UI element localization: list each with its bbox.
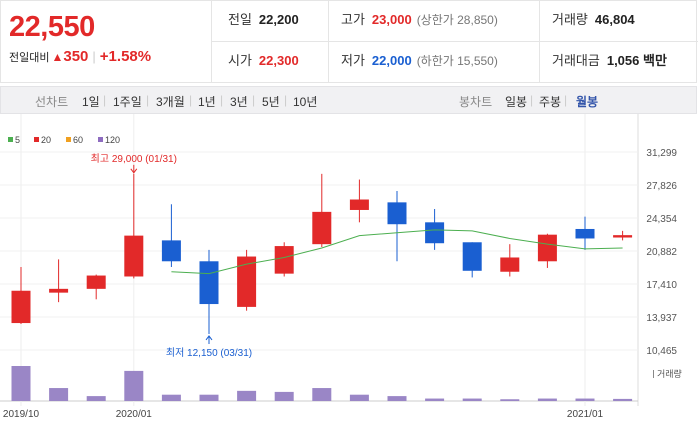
candle-body: [613, 235, 633, 238]
volume-bar: [161, 394, 181, 401]
volume: 거래량 46,804: [552, 12, 635, 27]
volume-bar: [349, 394, 369, 401]
legend-label: 60: [73, 135, 83, 145]
stock-chart: 31,299 27,826 24,354 20,882 17,410 13,937 10,4…: [0, 114, 682, 420]
volume-bar: [49, 388, 69, 401]
day-low: 저가 22,000 (하한가 15,550): [341, 53, 498, 68]
volume-bar: [237, 390, 257, 401]
volume-bar: [537, 398, 557, 401]
volume-bar: [199, 394, 219, 401]
y-tick-label: 13,937: [646, 313, 677, 324]
x-tick-label: 2020/01: [116, 409, 153, 420]
low-arrowhead-icon: [205, 335, 213, 341]
volume-bar: [500, 399, 520, 401]
legend-swatch: [34, 137, 39, 142]
volume-bar: [274, 391, 294, 401]
candle-body: [124, 235, 144, 277]
volume-bar: [312, 388, 332, 401]
candle-body: [237, 256, 257, 307]
y-tick-label: 17,410: [646, 280, 677, 291]
candle-body: [11, 290, 31, 324]
volume-legend-marker: [653, 370, 654, 378]
y-tick-label: 31,299: [646, 148, 677, 159]
y-tick-label: 27,826: [646, 181, 677, 192]
chart-toolbar: 선차트 1일 | 1주일 | 3개월 | 1년 | 3년 | 5년 | 10년 …: [0, 86, 697, 114]
candle-body: [49, 288, 69, 293]
volume-bar: [425, 398, 445, 401]
candle-monthly[interactable]: 월봉: [576, 95, 599, 109]
legend-swatch: [98, 137, 103, 142]
grid-divider: [211, 41, 698, 42]
candle-body: [86, 275, 106, 289]
volume-bar: [462, 398, 482, 401]
candle-body: [312, 211, 332, 245]
candle-chart-label: 봉차트: [459, 95, 493, 109]
volume-bar: [11, 366, 31, 401]
candle-weekly[interactable]: 주봉: [539, 95, 562, 109]
y-tick-label: 10,465: [646, 346, 677, 357]
volume-bar: [86, 396, 106, 401]
candle-body: [425, 222, 445, 244]
open-price: 시가 22,300: [228, 53, 299, 68]
change-percent: +1.58%: [99, 48, 152, 65]
period-1d[interactable]: 1일: [82, 95, 100, 109]
volume-bar: [124, 370, 144, 401]
period-1y[interactable]: 1년: [198, 95, 216, 109]
legend-label: 20: [41, 135, 51, 145]
candle-daily[interactable]: 일봉: [505, 95, 528, 109]
current-price: 22,550: [9, 11, 95, 43]
legend-swatch: [66, 137, 71, 142]
grid-divider: [328, 1, 329, 83]
divider: |: [92, 49, 96, 64]
candle-body: [274, 246, 294, 274]
candle-body: [537, 234, 557, 262]
x-tick-label: 2019/10: [3, 409, 40, 420]
candle-body: [575, 228, 595, 239]
y-tick-label: 24,354: [646, 214, 677, 225]
change-amount: 350: [63, 48, 89, 65]
y-tick-label: 20,882: [646, 247, 677, 258]
x-tick-label: 2021/01: [567, 409, 604, 420]
trade-amount: 거래대금 1,056 백만: [552, 53, 667, 68]
candle-body: [387, 202, 407, 225]
price-change: 전일대비 ▲350 | +1.58%: [9, 48, 151, 65]
volume-bar: [387, 396, 407, 401]
period-3m[interactable]: 3개월: [156, 95, 185, 109]
candle-body: [349, 199, 369, 210]
period-10y[interactable]: 10년: [293, 95, 318, 109]
line-chart-label: 선차트: [35, 95, 69, 109]
legend-label: 5: [15, 135, 20, 145]
stock-header: 22,550 전일대비 ▲350 | +1.58% 전일 22,200 고가 23,000…: [0, 0, 698, 83]
legend-label: 120: [105, 135, 120, 145]
grid-divider: [539, 1, 540, 83]
low-annotation: 최저 12,150 (03/31): [166, 347, 252, 359]
high-annotation: 최고 29,000 (01/31): [91, 153, 177, 165]
volume-label: 거래량: [657, 368, 682, 379]
ma5-line: [171, 229, 623, 275]
up-triangle-icon: ▲: [51, 50, 64, 64]
period-3y[interactable]: 3년: [230, 95, 248, 109]
quote-grid: 전일 22,200 고가 23,000 (상한가 28,850) 거래량 46,804 …: [211, 1, 698, 83]
candle-body: [161, 240, 181, 262]
day-high: 고가 23,000 (상한가 28,850): [341, 12, 498, 27]
legend-swatch: [8, 137, 13, 142]
volume-bar: [575, 398, 595, 401]
candle-body: [199, 261, 219, 305]
prev-close: 전일 22,200: [228, 12, 299, 27]
current-price-panel: 22,550 전일대비 ▲350 | +1.58%: [1, 1, 212, 83]
candle-body: [500, 257, 520, 272]
prev-day-label: 전일대비: [9, 52, 50, 64]
volume-bar: [613, 398, 633, 401]
period-5y[interactable]: 5년: [262, 95, 280, 109]
candle-body: [462, 242, 482, 271]
period-1w[interactable]: 1주일: [113, 95, 142, 109]
high-arrowhead-icon: [130, 168, 138, 174]
